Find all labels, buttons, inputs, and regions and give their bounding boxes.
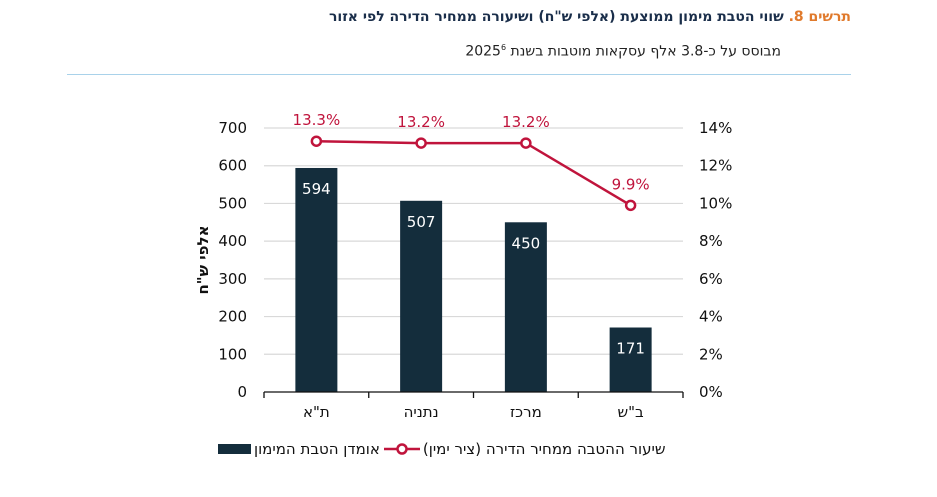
figure-title-text: שווי הטבת מימון ממוצעת (אלפי ש"ח) ושיעור… xyxy=(328,9,784,25)
legend-line-label: שיעור ההטבה ממחיר הדירה (ציר ימין) xyxy=(422,440,666,458)
y-tick-label: 400 xyxy=(218,232,247,250)
bar xyxy=(400,200,443,392)
y2-tick-label: 12% xyxy=(699,157,732,175)
rate-point xyxy=(624,199,637,212)
legend-bar-label: אומדן הטבת המימון xyxy=(254,440,380,458)
legend-item-bar: אומדן הטבת המימון xyxy=(218,440,380,458)
bar xyxy=(295,167,338,392)
chart-title: תרשים 8. שווי הטבת מימון ממוצעת (אלפי ש"… xyxy=(329,9,851,25)
y2-tick-label: 14% xyxy=(699,119,732,137)
figure-number: תרשים 8. xyxy=(788,9,851,25)
y2-tick-label: 10% xyxy=(699,194,732,212)
y2-tick-label: 6% xyxy=(699,270,723,288)
rate-value-label: 13.2% xyxy=(397,113,445,131)
chart-subtitle: מבוסס על כ-3.8 אלף עסקאות מוטבות בשנת 20… xyxy=(465,43,781,60)
category-label: ת"א xyxy=(303,403,330,421)
rate-value-label: 13.2% xyxy=(502,113,550,131)
y2-tick-label: 4% xyxy=(699,308,723,326)
rate-point xyxy=(520,137,532,149)
rate-point xyxy=(310,135,323,147)
y-axis-right: 0% 2% 4% 6% 8% 10% 12% 14% xyxy=(699,119,732,401)
y-axis-left: 0 100 200 300 400 500 600 700 xyxy=(218,119,247,401)
y2-tick-label: 2% xyxy=(699,345,723,363)
legend-bar-swatch-icon xyxy=(218,444,251,454)
y-tick-label: 500 xyxy=(218,194,247,212)
bar xyxy=(504,222,547,392)
category-labels: ת"א נתניה מרכז ב"ש xyxy=(303,403,644,421)
bar-value-label: 171 xyxy=(616,340,645,358)
y-tick-label: 0 xyxy=(237,383,247,401)
rate-line-path xyxy=(316,139,632,207)
bar-value-label: 594 xyxy=(302,180,331,198)
header-divider xyxy=(67,74,851,75)
x-axis xyxy=(263,391,684,398)
legend-item-line: שיעור ההטבה ממחיר הדירה (ציר ימין) xyxy=(383,440,666,458)
bar-value-label: 507 xyxy=(407,213,436,231)
y-tick-label: 700 xyxy=(218,119,247,137)
legend-line-marker-icon xyxy=(383,443,420,455)
y2-tick-label: 8% xyxy=(699,232,723,250)
rate-value-label: 13.3% xyxy=(293,111,341,129)
rate-point xyxy=(415,137,427,149)
legend: שיעור ההטבה ממחיר הדירה (ציר ימין) אומדן… xyxy=(218,440,665,458)
y-tick-label: 600 xyxy=(218,157,247,175)
subtitle-text: מבוסס על כ-3.8 אלף עסקאות מוטבות בשנת 20… xyxy=(465,43,781,60)
y2-tick-label: 0% xyxy=(699,383,723,401)
rate-value-label: 9.9% xyxy=(612,175,650,193)
category-label: מרכז xyxy=(510,403,542,421)
rate-line: 13.3% 13.2% 13.2% 9.9% xyxy=(293,111,650,212)
bars: 594 507 450 171 xyxy=(295,167,652,392)
y-tick-label: 300 xyxy=(218,270,247,288)
category-label: נתניה xyxy=(404,403,439,421)
footnote-marker: 6 xyxy=(500,43,507,52)
category-label: ב"ש xyxy=(618,403,645,421)
bar-value-label: 450 xyxy=(512,234,541,252)
y-axis-label: אלפי ש"ח xyxy=(194,226,212,295)
y-tick-label: 100 xyxy=(218,345,247,363)
bar xyxy=(609,327,652,392)
y-tick-label: 200 xyxy=(218,308,247,326)
